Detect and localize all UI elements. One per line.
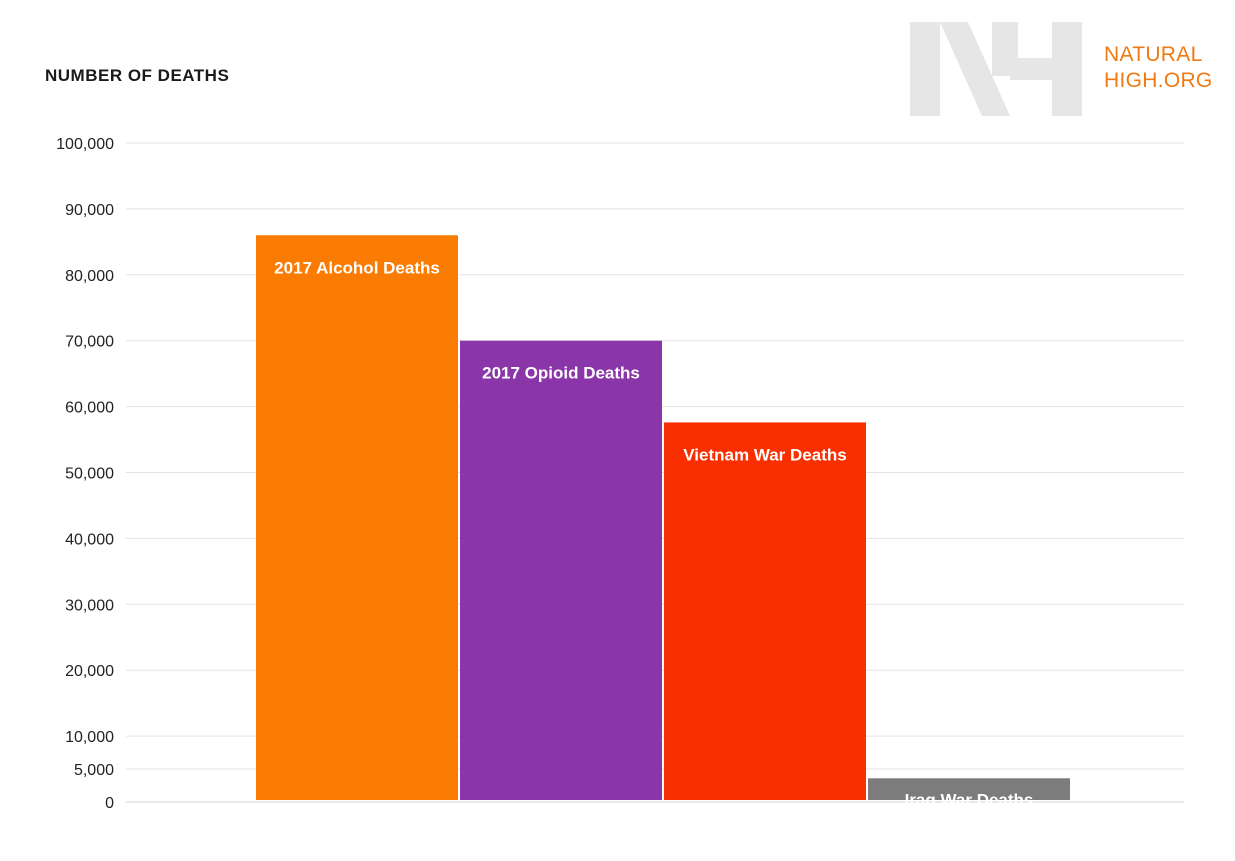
natural-high-logo-text: NATURAL HIGH.ORG	[1104, 42, 1213, 94]
bar-label: 2017 Alcohol Deaths	[274, 258, 440, 277]
bar-label: 2017 Opioid Deaths	[482, 364, 640, 383]
bar	[664, 422, 866, 800]
bars	[256, 235, 1070, 800]
y-tick-label: 30,000	[65, 597, 114, 614]
bar-label: Vietnam War Deaths	[683, 445, 846, 464]
bar	[460, 340, 662, 800]
logo-text-line1: NATURAL	[1104, 43, 1203, 66]
y-tick-label: 80,000	[65, 268, 114, 285]
y-axis-title: NUMBER OF DEATHS	[45, 66, 230, 85]
y-tick-label: 70,000	[65, 334, 114, 351]
y-tick-label: 10,000	[65, 729, 114, 746]
y-tick-label: 40,000	[65, 531, 114, 548]
y-tick-label: 20,000	[65, 663, 114, 680]
y-tick-label: 90,000	[65, 202, 114, 219]
bar	[868, 778, 1070, 800]
y-tick-label: 0	[105, 795, 114, 812]
natural-high-logo-mark	[910, 22, 1082, 116]
y-tick-label: 50,000	[65, 466, 114, 483]
bar-label: Iraq War Deaths	[905, 790, 1034, 809]
bar	[256, 235, 458, 800]
y-tick-label: 100,000	[56, 136, 114, 153]
bar-labels: 2017 Alcohol Deaths 2017 Opioid Deaths Vie…	[274, 258, 1033, 809]
y-tick-label: 5,000	[74, 762, 114, 779]
y-tick-label: 60,000	[65, 400, 114, 417]
logo-text-line2: HIGH.ORG	[1104, 69, 1213, 92]
y-tick-labels: 0 5,000 10,000 20,000 30,000 40,000 50,000 60,0…	[56, 136, 114, 812]
